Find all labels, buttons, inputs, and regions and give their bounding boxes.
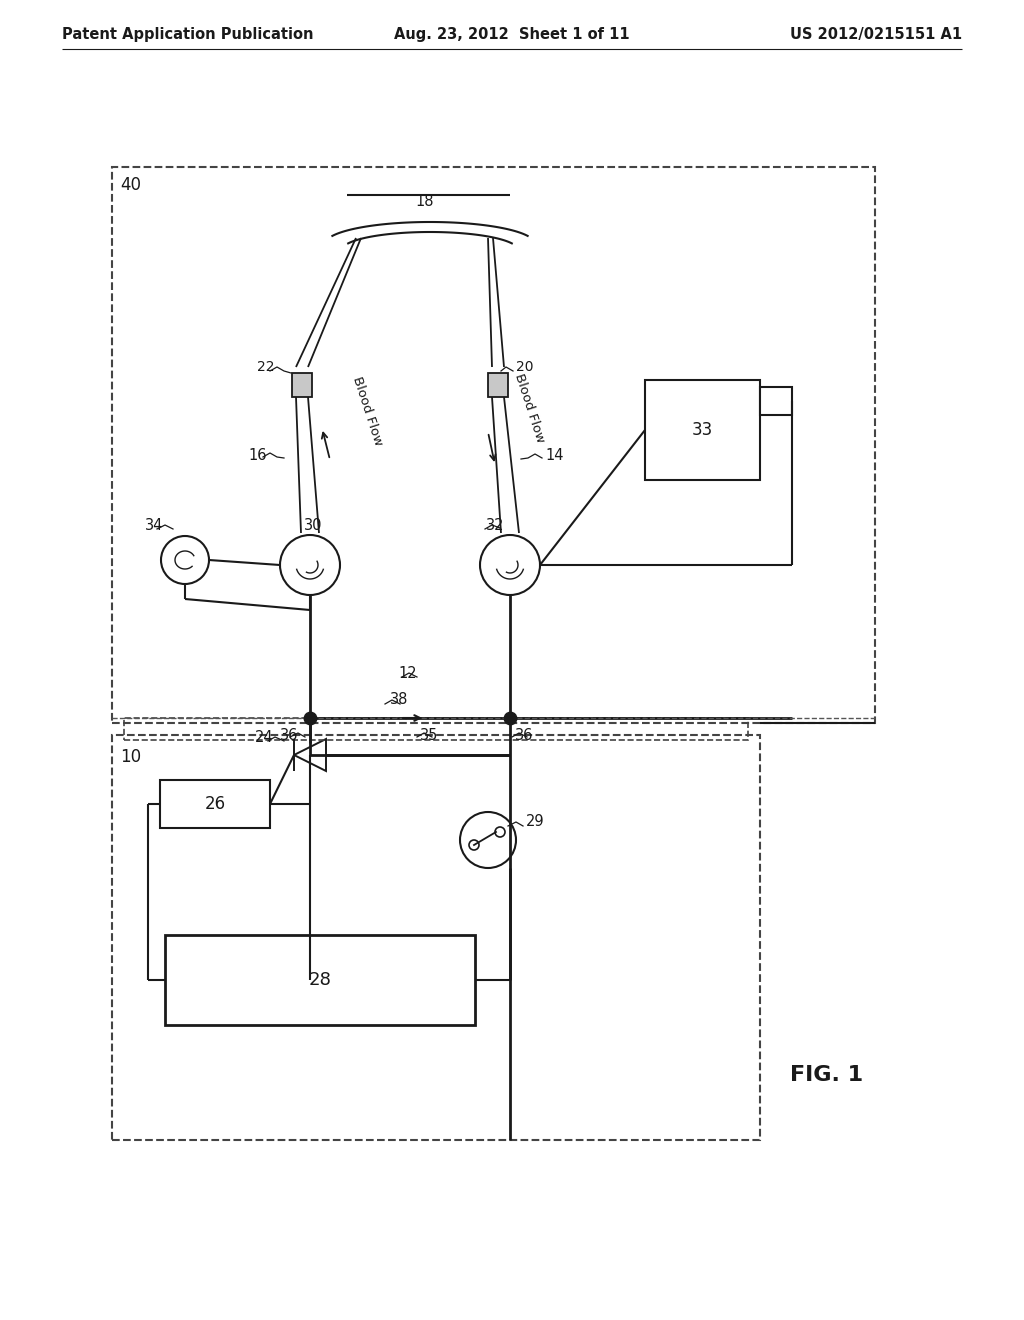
Text: 18: 18 (415, 194, 433, 210)
Polygon shape (160, 780, 270, 828)
Text: 14: 14 (545, 447, 563, 462)
Text: 20: 20 (516, 360, 534, 374)
Polygon shape (294, 739, 326, 771)
Circle shape (480, 535, 540, 595)
Text: 24: 24 (255, 730, 273, 744)
Text: Patent Application Publication: Patent Application Publication (62, 28, 313, 42)
Polygon shape (645, 380, 760, 480)
Text: Blood Flow: Blood Flow (512, 372, 547, 445)
Text: 35: 35 (420, 729, 438, 743)
Polygon shape (165, 935, 475, 1026)
Circle shape (161, 536, 209, 583)
Text: 12: 12 (398, 665, 417, 681)
Text: 36: 36 (280, 729, 298, 743)
Polygon shape (760, 387, 792, 414)
Circle shape (469, 840, 479, 850)
Text: Aug. 23, 2012  Sheet 1 of 11: Aug. 23, 2012 Sheet 1 of 11 (394, 28, 630, 42)
Polygon shape (488, 374, 508, 397)
Text: 33: 33 (691, 421, 713, 440)
Text: Blood Flow: Blood Flow (350, 375, 385, 447)
Text: 22: 22 (257, 360, 274, 374)
Text: 10: 10 (120, 748, 141, 766)
Circle shape (460, 812, 516, 869)
Text: 30: 30 (304, 517, 323, 532)
Text: US 2012/0215151 A1: US 2012/0215151 A1 (790, 28, 962, 42)
Text: 34: 34 (145, 517, 164, 532)
Text: 28: 28 (308, 972, 332, 989)
Circle shape (280, 535, 340, 595)
Text: 38: 38 (390, 693, 409, 708)
Text: FIG. 1: FIG. 1 (790, 1065, 863, 1085)
Text: 32: 32 (485, 517, 504, 532)
Text: 40: 40 (120, 176, 141, 194)
Text: 16: 16 (248, 447, 266, 462)
Text: 26: 26 (205, 795, 225, 813)
Text: 36: 36 (515, 729, 534, 743)
Text: 29: 29 (526, 814, 545, 829)
Circle shape (495, 828, 505, 837)
Polygon shape (292, 374, 312, 397)
